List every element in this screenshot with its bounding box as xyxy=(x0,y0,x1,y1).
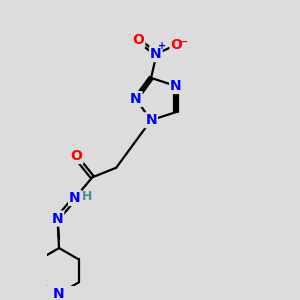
Text: N: N xyxy=(170,79,182,93)
Text: N: N xyxy=(130,92,142,106)
Text: −: − xyxy=(179,37,188,47)
Text: N: N xyxy=(150,47,162,61)
Text: N: N xyxy=(52,212,63,226)
Text: H: H xyxy=(82,190,92,203)
Text: +: + xyxy=(158,41,166,51)
Text: O: O xyxy=(70,149,83,163)
Text: N: N xyxy=(69,191,81,205)
Text: N: N xyxy=(53,287,65,300)
Text: O: O xyxy=(132,33,144,47)
Text: O: O xyxy=(170,38,182,52)
Text: N: N xyxy=(145,113,157,127)
